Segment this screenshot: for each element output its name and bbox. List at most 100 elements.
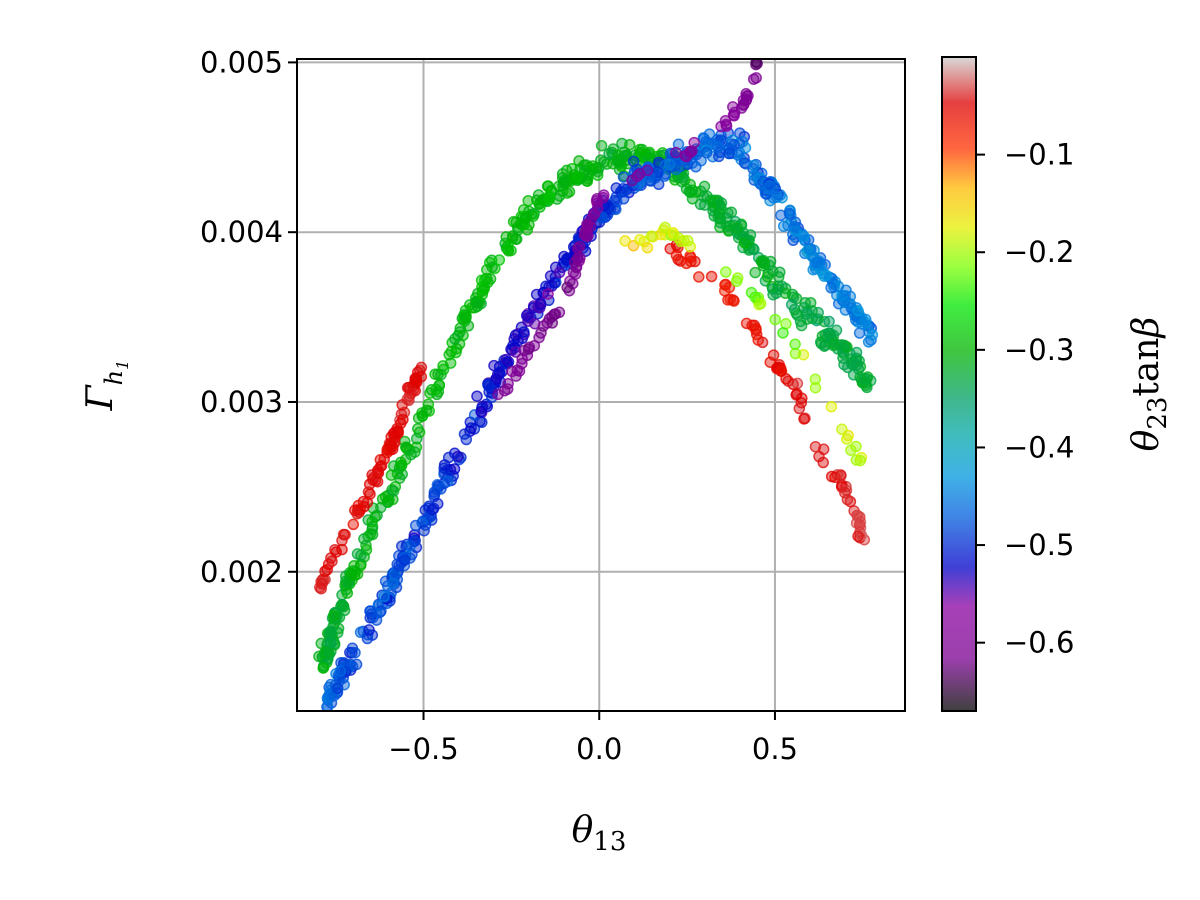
data-point [831,289,843,301]
data-point [720,220,733,232]
data-point [705,270,718,283]
data-point [712,211,725,224]
data-point [490,372,502,385]
data-point [611,156,624,168]
colorbar-tick-label: −0.6 [1004,626,1074,660]
data-point [678,235,690,247]
data-point [723,147,735,160]
data-point [510,346,522,358]
plot-frame [296,58,906,712]
data-point [777,327,789,339]
data-point [791,309,804,321]
data-point [748,169,760,182]
data-point [321,701,334,711]
data-point [854,454,866,467]
data-point [471,390,483,402]
data-point [408,535,421,548]
data-point [510,216,522,228]
data-point [767,265,779,277]
data-point [791,377,804,390]
data-point [409,446,421,458]
data-point [370,614,383,626]
data-point [731,221,744,234]
data-point [623,138,636,151]
data-point [791,388,803,400]
data-point [347,518,360,531]
data-point [432,368,444,381]
x-tick-label: 0.5 [752,732,798,766]
data-point [454,322,467,334]
data-point [634,233,646,246]
data-point [460,433,473,446]
svg-text:Γh1: Γh1 [80,360,132,412]
data-point [501,383,514,395]
data-point [580,175,593,187]
data-point [763,180,776,192]
data-point [378,590,390,603]
data-point [754,297,767,310]
data-point [750,322,762,335]
data-point [841,493,854,506]
colorbar-tick-label: −0.5 [1004,528,1074,562]
data-point [335,600,347,613]
data-point [845,444,857,456]
data-point [610,182,623,194]
data-point [553,190,566,202]
data-point [659,221,671,234]
data-point [798,301,810,314]
data-point [449,333,461,345]
x-axis-ticks: −0.5 0.0 0.5 [388,711,798,766]
data-point [809,373,822,386]
data-point [752,334,764,346]
data-point [412,422,424,435]
data-point [561,281,573,294]
data-point [747,73,760,85]
data-point [366,515,378,528]
data-point [586,160,599,172]
data-point [336,543,348,556]
data-point [585,213,597,226]
data-point [398,554,411,566]
data-point [481,263,493,276]
data-point [766,283,779,295]
data-point [574,252,586,264]
data-point [416,410,429,422]
data-point [785,298,798,311]
data-point [621,149,633,161]
data-point [862,336,875,348]
data-point [818,340,831,352]
data-point [364,488,376,500]
data-point [851,359,863,371]
data-point [516,357,528,370]
data-point [798,413,810,425]
y-axis-ticks: 0.002 0.003 0.004 0.005 [200,45,297,589]
data-point [825,400,838,413]
data-point [693,271,705,283]
data-point [740,94,752,107]
data-point [688,136,700,149]
data-point [698,132,710,145]
data-point [324,637,337,649]
data-point [788,221,801,233]
data-point [677,171,689,183]
data-point [396,540,408,552]
data-point [823,315,835,328]
data-point [704,194,717,207]
data-point [534,299,547,311]
data-point [409,519,422,532]
data-point [438,462,450,474]
data-point [748,159,760,172]
data-point [543,190,556,202]
data-point [331,682,344,694]
data-point [533,331,545,344]
data-point [603,147,615,160]
data-point [809,381,822,394]
data-point [522,343,535,355]
colorbar-tick-label: −0.1 [1004,138,1074,172]
data-point [822,327,835,339]
data-point [789,347,802,360]
data-point [811,256,823,269]
data-point [720,266,732,278]
data-point [720,120,733,132]
